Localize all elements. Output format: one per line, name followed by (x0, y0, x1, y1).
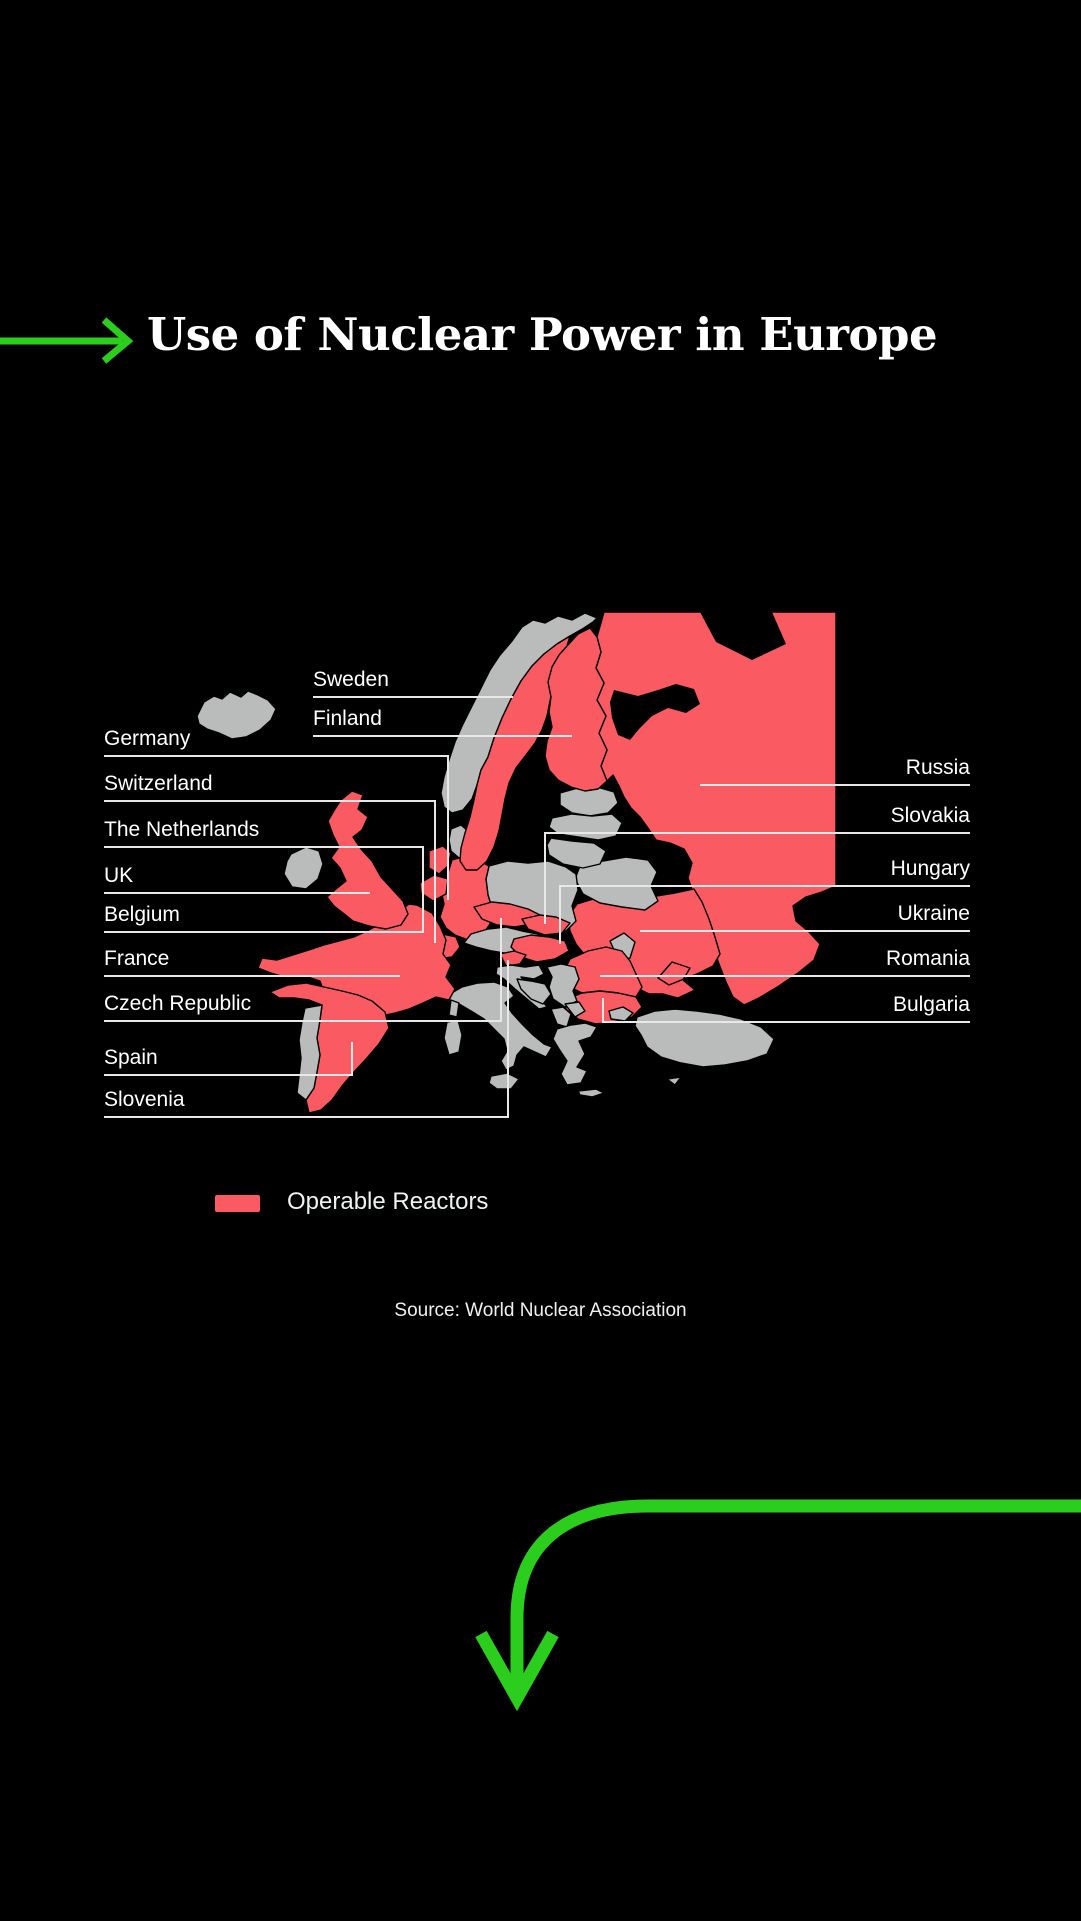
label-bulgaria: Bulgaria (893, 993, 970, 1016)
country-cyprus (666, 1076, 682, 1086)
leader-bulgaria (602, 998, 970, 1023)
label-slovakia: Slovakia (891, 804, 971, 827)
country-sicily (488, 1072, 520, 1090)
country-latvia (548, 813, 623, 841)
label-russia: Russia (906, 756, 971, 779)
label-france: France (104, 947, 169, 970)
label-switzerland: Switzerland (104, 772, 213, 795)
country-sardinia (443, 1019, 463, 1056)
leader-spain (104, 1042, 353, 1076)
leader-lines-layer (104, 696, 970, 1118)
map-labels-layer: Sweden Finland Germany Switzerland The N… (104, 668, 970, 1111)
country-bosnia (516, 978, 552, 1005)
label-sweden: Sweden (313, 668, 389, 691)
source-attribution: Source: World Nuclear Association (394, 1300, 687, 1321)
label-spain: Spain (104, 1046, 158, 1069)
country-slovakia (521, 914, 571, 936)
country-serbia (546, 963, 580, 1008)
label-czech-republic: Czech Republic (104, 992, 251, 1015)
barents-sea-notch (700, 612, 786, 660)
country-greece (552, 1022, 598, 1086)
leader-slovakia (544, 832, 970, 924)
country-portugal (296, 1004, 323, 1101)
countries-layer (196, 611, 837, 1114)
label-ukraine: Ukraine (898, 902, 970, 925)
title-arrow-icon (0, 317, 134, 364)
label-netherlands: The Netherlands (104, 818, 259, 841)
label-finland: Finland (313, 707, 382, 730)
country-spain (269, 982, 390, 1114)
label-belgium: Belgium (104, 903, 180, 926)
legend-label: Operable Reactors (287, 1188, 489, 1215)
legend-swatch-operable-reactors (215, 1195, 260, 1212)
leader-netherlands-belgium (104, 846, 424, 933)
page-title: Use of Nuclear Power in Europe (147, 308, 938, 361)
label-romania: Romania (886, 947, 970, 970)
leader-switzerland (104, 800, 436, 943)
label-germany: Germany (104, 727, 191, 750)
leader-czech-republic (104, 918, 502, 1022)
country-slovenia (499, 950, 527, 967)
country-albania (550, 1006, 572, 1028)
country-lithuania (546, 837, 607, 869)
country-sweden (459, 635, 571, 871)
legend: Operable Reactors (215, 1188, 488, 1216)
country-italy (447, 981, 553, 1071)
country-turkey-thrace (608, 1006, 634, 1022)
leader-slovenia (104, 960, 509, 1118)
country-estonia (559, 786, 619, 817)
curved-down-arrow-icon (475, 1499, 1081, 1712)
label-hungary: Hungary (891, 857, 971, 880)
country-turkey (634, 1008, 775, 1068)
label-uk: UK (104, 864, 133, 887)
leader-hungary (559, 885, 970, 944)
country-north-macedonia (564, 1001, 586, 1018)
country-crete (577, 1088, 605, 1098)
country-ireland (283, 846, 324, 890)
country-belarus (574, 856, 659, 911)
country-corsica (448, 999, 460, 1018)
country-iceland (196, 690, 277, 740)
white-sea (610, 684, 700, 740)
leader-germany (104, 755, 449, 900)
country-uk (326, 790, 409, 930)
country-finland (544, 627, 608, 792)
label-slovenia: Slovenia (104, 1088, 185, 1111)
